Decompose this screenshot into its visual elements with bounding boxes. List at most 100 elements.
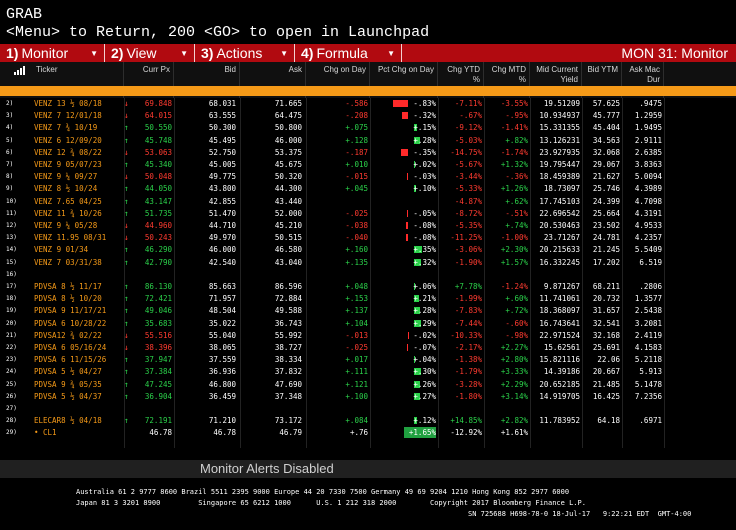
arrow-down-icon: ↓ xyxy=(124,147,129,157)
chg-mtd-cell: +1.32% xyxy=(500,160,528,169)
pct-chg-cell: +1.65% xyxy=(404,427,436,439)
table-row[interactable]: 16) xyxy=(0,268,736,280)
current-yield-cell: 19.795447 xyxy=(539,160,580,169)
chg-mtd-header[interactable]: Chg MTD % xyxy=(484,62,530,98)
curr-px-cell: 37.384 xyxy=(144,367,172,377)
column-divider xyxy=(438,98,439,448)
current-yield-cell: 11.741061 xyxy=(539,294,580,304)
row-index: 22) xyxy=(6,344,17,351)
current-yield-cell: 20.215633 xyxy=(539,245,580,255)
curr-px-header[interactable]: Curr Px xyxy=(124,62,174,98)
chg-day-cell: -.038 xyxy=(345,221,368,230)
chevron-down-icon: ▼ xyxy=(180,49,188,58)
table-row[interactable]: 12) VENZ 9 ¼ 05/28 44.960 ↓ 44.710 45.210 -.03… xyxy=(0,220,736,231)
chg-ytd-header[interactable]: Chg YTD % xyxy=(438,62,484,98)
ticker-header[interactable]: Ticker xyxy=(34,62,124,98)
menu-label: Monitor xyxy=(21,45,69,61)
table-row[interactable]: 18) PDVSA 8 ½ 10/20 72.421 ↑ 71.957 72.884 +.1… xyxy=(0,293,736,305)
pct-chg-cell: -.07% xyxy=(413,343,436,352)
ask-dur-cell: 5.2118 xyxy=(634,355,662,365)
table-row[interactable]: 22) PDVSA 6 05/16/24 38.396 ↓ 38.065 38.727 -.… xyxy=(0,342,736,353)
table-row[interactable]: 28) ELECAR8 ½ 04/18 72.191 ↑ 71.210 73.172 +.0… xyxy=(0,415,736,427)
chg-day-cell: +.137 xyxy=(345,306,368,316)
table-row[interactable]: 24) PDVSA 5 ½ 04/27 37.384 ↑ 36.936 37.832 +.1… xyxy=(0,366,736,378)
curr-px-cell: 72.421 xyxy=(144,294,172,304)
table-row[interactable]: 7) VENZ 9 05/07/23 45.340 ↑ 45.005 45.675 +.01… xyxy=(0,159,736,170)
header-divider xyxy=(0,86,736,96)
table-row[interactable]: 10) VENZ 7.65 04/25 43.147 ↑ 42.855 43.440 -4.… xyxy=(0,195,736,207)
table-row[interactable]: 5) VENZ 6 12/09/20 45.748 ↑ 45.495 46.000 +.12… xyxy=(0,135,736,146)
table-row[interactable]: 9) VENZ 8 ½ 10/24 44.050 ↑ 43.800 44.300 +.045… xyxy=(0,183,736,194)
menu-number: 2) xyxy=(111,45,124,61)
chevron-down-icon: ▼ xyxy=(387,49,395,58)
formula-menu[interactable]: 4) Formula ▼ xyxy=(295,44,402,62)
table-row[interactable]: 15) VENZ 7 03/31/38 42.790 ↑ 42.540 43.040 +.1… xyxy=(0,257,736,268)
pct-chg-cell xyxy=(370,196,436,207)
chg-day-cell: +.010 xyxy=(345,160,368,169)
pct-change-bar xyxy=(414,417,417,425)
ask-cell: 36.743 xyxy=(274,318,302,328)
table-row[interactable]: 4) VENZ 7 ¾ 10/19 50.550 ↑ 50.300 50.800 +.075… xyxy=(0,122,736,134)
bid-cell: 51.470 xyxy=(208,208,236,218)
table-row[interactable]: 27) xyxy=(0,403,736,414)
curr-px-cell: 49.046 xyxy=(144,306,172,316)
table-row[interactable]: 13) VENZ 11.95 08/31 50.243 ↓ 49.970 50.515 -.… xyxy=(0,232,736,243)
ticker-cell: VENZ 13 ½ 08/18 xyxy=(34,99,102,108)
table-row[interactable]: 25) PDVSA 9 ¾ 05/35 47.245 ↑ 46.800 47.690 +.1… xyxy=(0,379,736,390)
pct-change-bar xyxy=(414,258,421,266)
ask-dur-header[interactable]: Ask Mac Dur xyxy=(622,62,664,98)
table-row[interactable]: 17) PDVSA 8 ½ 11/17 86.130 ↑ 85.663 86.596 +.0… xyxy=(0,281,736,292)
table-row[interactable]: 8) VENZ 9 ¼ 09/27 50.048 ↓ 49.775 50.320 -.015… xyxy=(0,171,736,183)
table-row[interactable]: 11) VENZ 11 ¾ 10/26 51.735 ↑ 51.470 52.000 -.0… xyxy=(0,208,736,219)
pct-change-bar xyxy=(406,222,408,229)
ticker-cell: PDVSA 6 11/15/26 xyxy=(34,355,107,365)
table-row[interactable]: 6) VENZ 12 ¾ 08/22 53.063 ↓ 52.750 53.375 -.18… xyxy=(0,146,736,158)
ask-cell: 72.884 xyxy=(274,294,302,304)
monitor-menu[interactable]: 1) Monitor ▼ xyxy=(0,44,105,62)
curr-px-cell: 53.063 xyxy=(144,147,172,157)
column-divider xyxy=(664,98,665,448)
pct-chg-header[interactable]: Pct Chg on Day xyxy=(370,62,438,98)
table-row[interactable]: 23) PDVSA 6 11/15/26 37.947 ↑ 37.559 38.334 +.… xyxy=(0,354,736,365)
chg-ytd-cell: -3.44% xyxy=(454,172,482,182)
pct-chg-cell: -.03% xyxy=(413,172,436,182)
ask-cell: 45.675 xyxy=(274,160,302,169)
table-row[interactable]: 2) VENZ 13 ½ 08/18 69.848 ↓ 68.031 71.665 -.58… xyxy=(0,98,736,109)
curr-px-cell: 50.048 xyxy=(144,172,172,182)
ticker-cell: PDVSA 9 ¾ 05/35 xyxy=(34,379,102,389)
view-menu[interactable]: 2) View ▼ xyxy=(105,44,195,62)
bid-cell: 46.78 xyxy=(213,428,236,438)
bid-ytm-header[interactable]: Bid YTM xyxy=(582,62,622,98)
chg-day-cell xyxy=(306,269,368,280)
ask-header[interactable]: Ask xyxy=(240,62,306,98)
bid-ytm-cell: 25.691 xyxy=(592,343,620,352)
table-row[interactable]: 14) VENZ 9 01/34 46.290 ↑ 46.000 46.580 +.160 +… xyxy=(0,244,736,256)
actions-menu[interactable]: 3) Actions ▼ xyxy=(195,44,295,62)
curr-px-cell: 69.848 xyxy=(144,99,172,108)
ask-cell: 38.727 xyxy=(274,343,302,352)
ticker-cell: VENZ 9 05/07/23 xyxy=(34,160,102,169)
chg-mtd-cell: +2.82% xyxy=(500,416,528,426)
ticker-cell: VENZ 11.95 08/31 xyxy=(34,233,107,243)
current-yield-cell: 22.696542 xyxy=(539,208,580,218)
bid-cell: 44.710 xyxy=(208,221,236,230)
ticker-cell: VENZ 8 ½ 10/24 xyxy=(34,184,98,194)
table-row[interactable]: 26) PDVSA 5 ½ 04/37 36.904 ↑ 36.459 37.348 +.1… xyxy=(0,390,736,402)
table-row[interactable]: 29) • CL1 46.78 46.78 46.79 +.76 +1.65% -12.92%… xyxy=(0,427,736,439)
row-index: 5) xyxy=(6,136,14,144)
table-row[interactable]: 3) VENZ 7 12/01/18 64.015 ↓ 63.555 64.475 -.20… xyxy=(0,110,736,121)
table-row[interactable]: 19) PDVSA 9 11/17/21 49.046 ↑ 48.504 49.588 +.… xyxy=(0,305,736,316)
menu-number: 1) xyxy=(6,45,19,61)
pct-chg-cell: +.26% xyxy=(413,379,436,389)
pct-chg-cell: -.05% xyxy=(413,208,436,218)
row-index: 4) xyxy=(6,124,14,132)
table-row[interactable]: 21) PDVSA12 ¾ 02/22 55.516 ↓ 55.040 55.992 -.0… xyxy=(0,330,736,341)
chg-day-header[interactable]: Chg on Day xyxy=(306,62,370,98)
current-yield-header[interactable]: Mid Current Yield xyxy=(530,62,582,98)
pct-change-bar xyxy=(414,307,421,315)
menu-bar: 1) Monitor ▼ 2) View ▼ 3) Actions ▼ 4) F… xyxy=(0,44,736,62)
table-row[interactable]: 20) PDVSA 6 10/28/22 35.683 ↑ 35.022 36.743 +.… xyxy=(0,317,736,329)
curr-px-cell xyxy=(124,403,172,414)
bid-header[interactable]: Bid xyxy=(174,62,240,98)
